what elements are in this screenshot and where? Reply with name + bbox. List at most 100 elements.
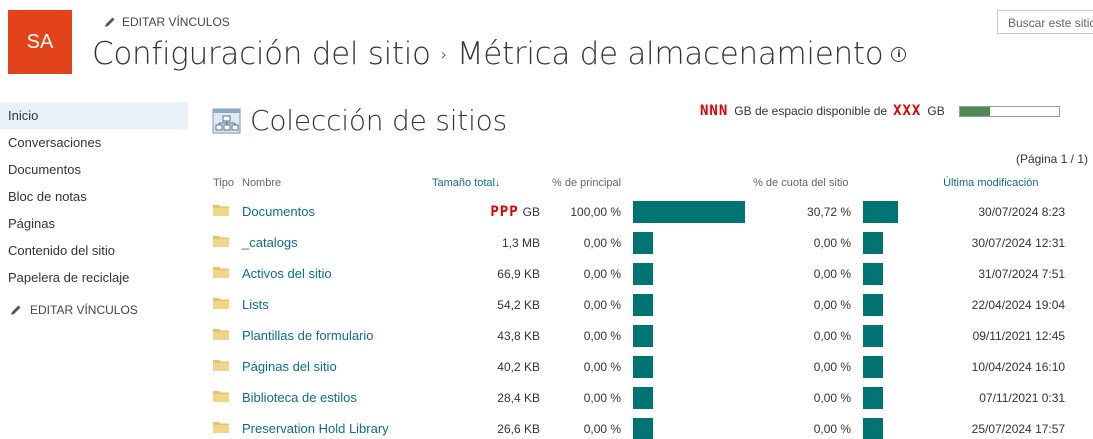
table-row: Páginas del sitio 40,2 KB 0,00 % 0,00 % 10/0… — [210, 351, 1069, 382]
nav-item-páginas[interactable]: Páginas — [8, 216, 55, 231]
breadcrumb-settings[interactable]: Configuración del sitio — [92, 36, 431, 72]
header-bar-quota — [861, 170, 943, 196]
quota-pct-bar — [863, 231, 884, 254]
space-available-value: NNN — [700, 103, 729, 119]
space-total-value: XXX — [893, 103, 922, 119]
pct-parent: 0,00 % — [583, 421, 622, 436]
item-name-link[interactable]: Lists — [242, 297, 269, 312]
edit-links-nav-label: EDITAR VÍNCULOS — [30, 303, 138, 317]
pct-quota: 0,00 % — [813, 297, 852, 312]
folder-icon — [213, 267, 229, 278]
table-row: Preservation Hold Library 26,6 KB 0,00 % 0,… — [210, 413, 1069, 439]
header-size[interactable]: Tamaño total↓ — [432, 170, 552, 196]
pct-quota: 0,00 % — [813, 421, 852, 436]
breadcrumb-separator: › — [440, 44, 447, 64]
size-value: 26,6 KB — [497, 421, 540, 436]
modified-date: 31/07/2024 7:51 — [978, 266, 1066, 281]
modified-date: 07/11/2021 0:31 — [979, 390, 1066, 405]
header-pct-quota: % de cuota del sitio — [753, 177, 849, 189]
pct-quota: 0,00 % — [813, 390, 852, 405]
quick-launch-nav: Inicio Conversaciones Documentos Bloc de no… — [0, 102, 188, 317]
nav-item-conversaciones[interactable]: Conversaciones — [8, 135, 102, 150]
nav-item-papelera-de-reciclaje[interactable]: Papelera de reciclaje — [8, 270, 130, 285]
quota-pct-bar — [863, 293, 884, 316]
size-value: 43,8 KB — [497, 328, 540, 343]
table-row: Plantillas de formulario 43,8 KB 0,00 % 0,0… — [210, 320, 1069, 351]
edit-links-nav[interactable]: EDITAR VÍNCULOS — [0, 303, 188, 317]
nav-item-inicio[interactable]: Inicio — [0, 102, 188, 129]
pct-parent: 0,00 % — [583, 235, 622, 250]
pct-quota: 0,00 % — [813, 266, 852, 281]
table-row: Lists 54,2 KB 0,00 % 0,00 % 22/04/2024 19:04 — [210, 289, 1069, 320]
pct-parent: 0,00 % — [583, 359, 622, 374]
site-collection-icon — [212, 108, 241, 133]
header-name: Nombre — [242, 177, 282, 189]
edit-links-top[interactable]: EDITAR VÍNCULOS — [104, 15, 230, 29]
quota-pct-bar — [863, 355, 884, 378]
pct-quota: 30,72 % — [807, 204, 852, 219]
header-bar-parent — [631, 170, 753, 196]
pct-parent: 0,00 % — [583, 328, 622, 343]
header-modified[interactable]: Última modificación — [943, 177, 1039, 189]
parent-pct-bar — [633, 355, 654, 378]
pct-quota: 0,00 % — [813, 359, 852, 374]
item-name-link[interactable]: Preservation Hold Library — [242, 421, 389, 436]
size-value: 28,4 KB — [497, 390, 540, 405]
modified-date: 30/07/2024 8:23 — [978, 204, 1066, 219]
parent-pct-bar — [633, 231, 654, 254]
size-value: 40,2 KB — [497, 359, 540, 374]
modified-date: 30/07/2024 12:31 — [971, 235, 1066, 250]
table-row: Activos del sitio 66,9 KB 0,00 % 0,00 % 31/0… — [210, 258, 1069, 289]
sort-desc-icon: ↓ — [494, 178, 500, 189]
item-name-link[interactable]: Páginas del sitio — [242, 359, 337, 374]
folder-icon — [213, 205, 229, 216]
item-name-link[interactable]: _catalogs — [242, 235, 298, 250]
folder-icon — [213, 422, 229, 433]
modified-date: 09/11/2021 12:45 — [972, 328, 1066, 343]
nav-item-contenido-del-sitio[interactable]: Contenido del sitio — [8, 243, 115, 258]
site-logo-initials: SA — [26, 30, 54, 53]
quota-pct-bar — [863, 200, 898, 223]
space-summary: NNN GB de espacio disponible de XXX GB — [700, 103, 1060, 119]
size-value: 54,2 KB — [497, 297, 540, 312]
page-indicator: (Página 1 / 1) — [1015, 152, 1088, 166]
table-row: Biblioteca de estilos 28,4 KB 0,00 % 0,00 %… — [210, 382, 1069, 413]
pct-quota: 0,00 % — [813, 235, 852, 250]
edit-links-label: EDITAR VÍNCULOS — [122, 15, 230, 29]
space-usage-bar — [958, 105, 1060, 117]
modified-date: 25/07/2024 17:57 — [971, 421, 1066, 436]
header-pct-parent: % de principal — [552, 177, 622, 189]
parent-pct-bar — [633, 200, 746, 223]
size-redacted: PPP — [490, 203, 519, 220]
size-unit: GB — [522, 204, 540, 219]
nav-item-documentos[interactable]: Documentos — [8, 162, 81, 177]
pct-parent: 100,00 % — [570, 204, 622, 219]
nav-item-bloc-de-notas[interactable]: Bloc de notas — [8, 189, 87, 204]
section-header: Colección de sitios — [212, 104, 507, 137]
space-usage-fill — [959, 106, 991, 116]
pct-parent: 0,00 % — [583, 390, 622, 405]
item-name-link[interactable]: Biblioteca de estilos — [242, 390, 357, 405]
size-value: 66,9 KB — [497, 266, 540, 281]
search-placeholder: Buscar este sitio — [1008, 16, 1093, 30]
page-title: Configuración del sitio › Métrica de alm… — [92, 36, 907, 72]
search-input[interactable]: Buscar este sitio — [997, 10, 1093, 34]
section-title: Colección de sitios — [250, 104, 507, 137]
parent-pct-bar — [633, 293, 654, 316]
folder-icon — [213, 391, 229, 402]
item-name-link[interactable]: Activos del sitio — [242, 266, 332, 281]
parent-pct-bar — [633, 324, 654, 347]
folder-icon — [213, 360, 229, 371]
item-name-link[interactable]: Documentos — [242, 204, 315, 219]
folder-icon — [213, 236, 229, 247]
item-name-link[interactable]: Plantillas de formulario — [242, 328, 374, 343]
table-row: _catalogs 1,3 MB 0,00 % 0,00 % 30/07/2024 12… — [210, 227, 1069, 258]
info-icon[interactable]: i — [891, 46, 907, 62]
size-value: 1,3 MB — [501, 235, 540, 250]
quota-pct-bar — [863, 262, 884, 285]
quota-pct-bar — [863, 386, 884, 409]
pencil-icon — [11, 305, 21, 315]
quota-pct-bar — [863, 324, 884, 347]
site-logo[interactable]: SA — [8, 10, 72, 74]
table-row: Documentos PPP GB 100,00 % 30,72 % 30/07/2024… — [210, 196, 1069, 227]
